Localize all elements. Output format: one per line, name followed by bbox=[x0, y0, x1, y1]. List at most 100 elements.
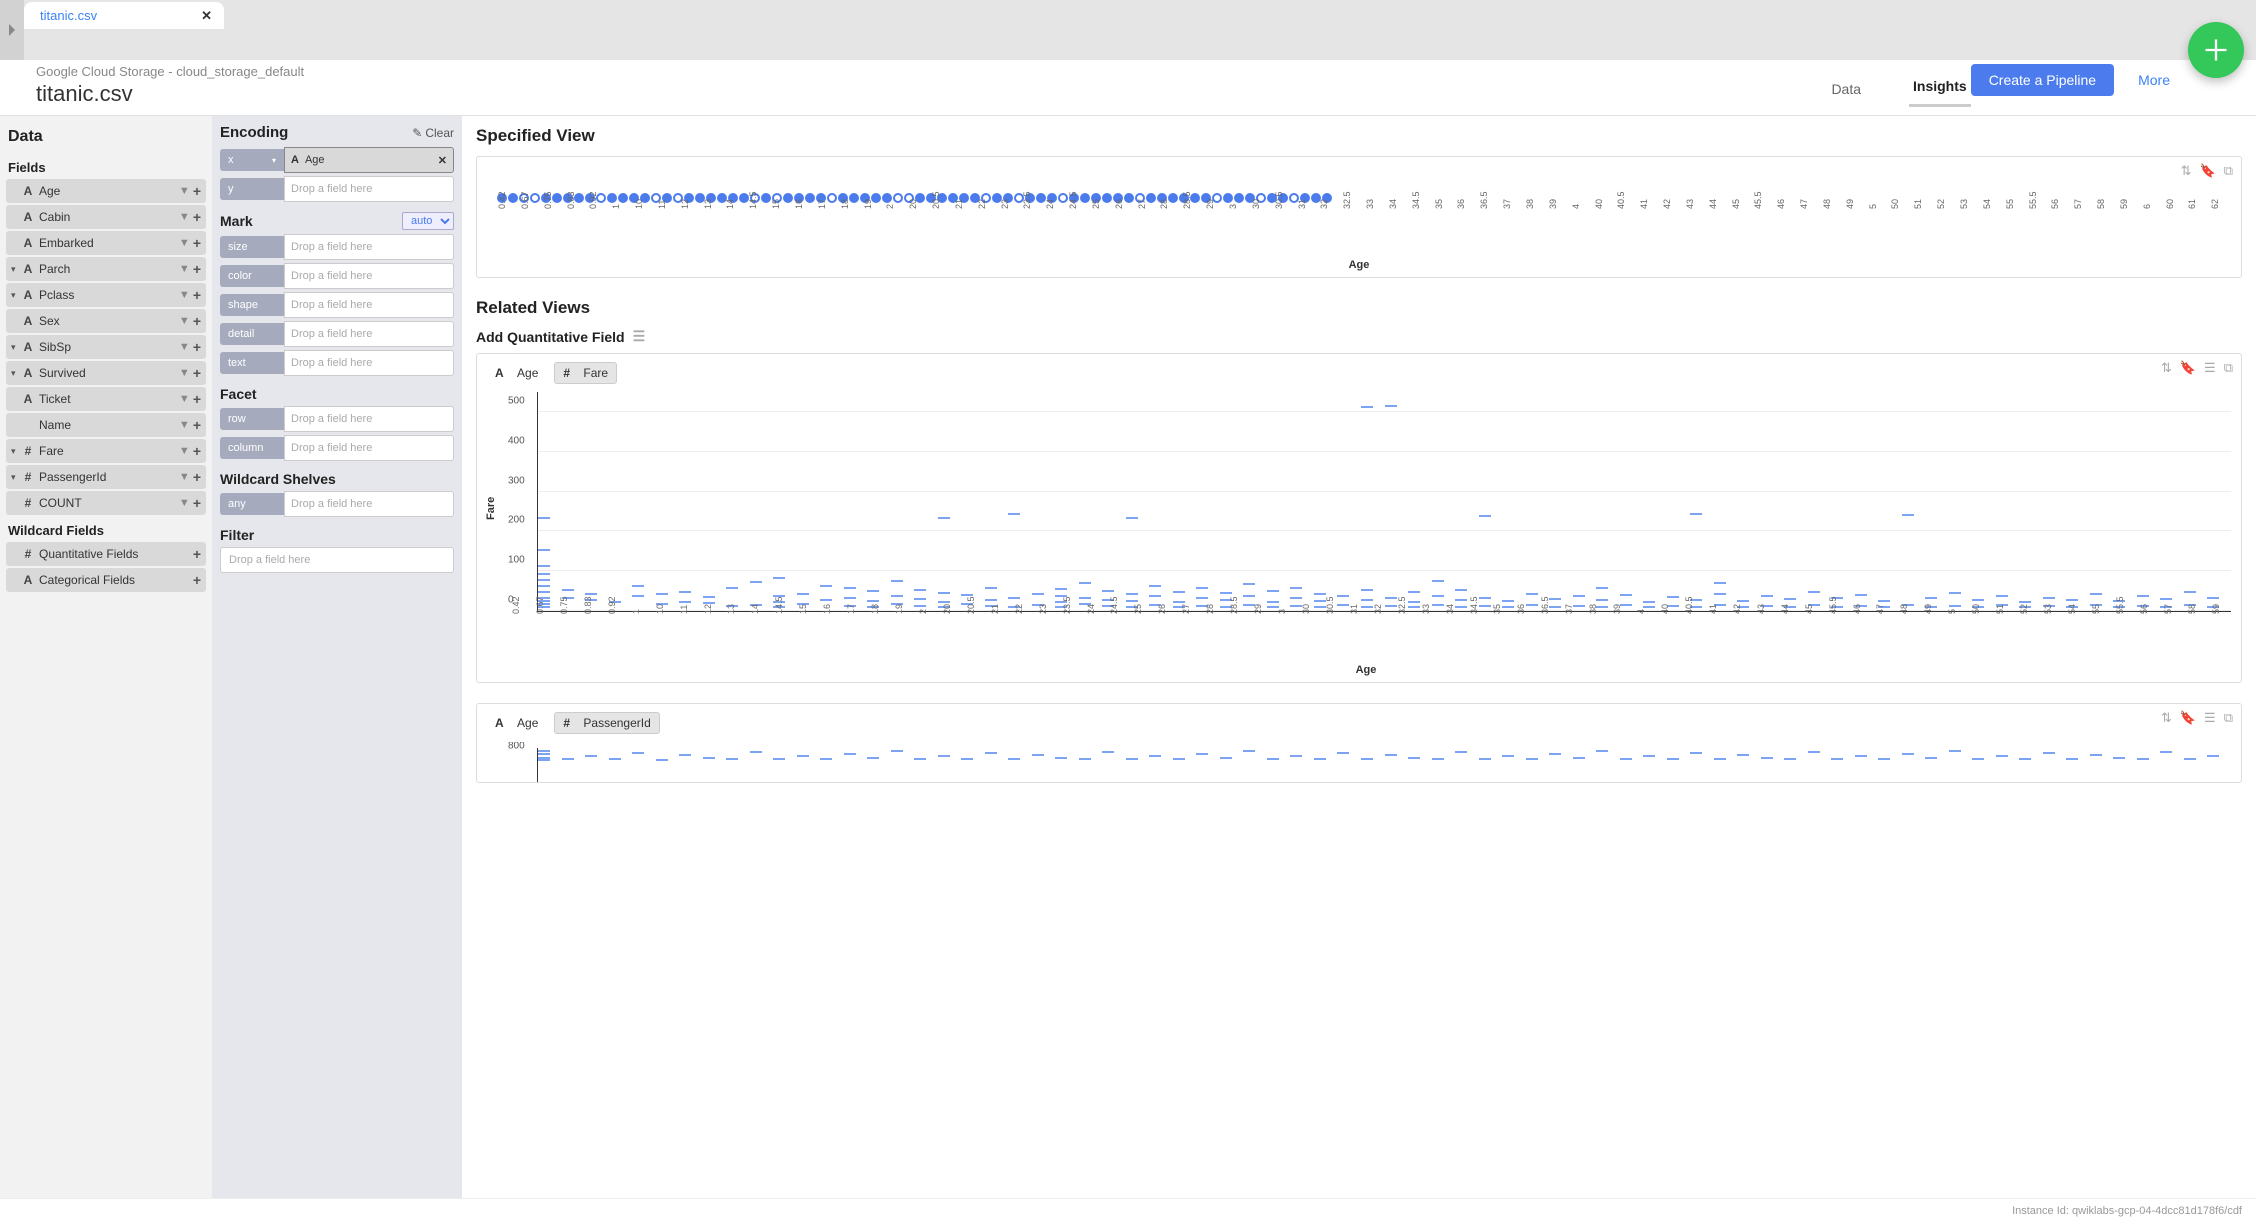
filter-icon[interactable]: ▼ bbox=[179, 289, 190, 301]
list-icon[interactable]: ☰ bbox=[2204, 710, 2216, 726]
detail-channel-label[interactable]: detail bbox=[220, 323, 284, 345]
field-pill-cabin[interactable]: A Cabin ▼ + bbox=[6, 205, 206, 229]
bookmark-icon[interactable]: 🔖 bbox=[2180, 360, 2196, 376]
shape-channel-label[interactable]: shape bbox=[220, 294, 284, 316]
filter-icon[interactable]: ▼ bbox=[179, 341, 190, 353]
sort-icon[interactable]: ⇅ bbox=[2181, 163, 2192, 179]
field-pill-fare[interactable]: ▾ # Fare ▼ + bbox=[6, 439, 206, 463]
copy-icon[interactable]: ⧉ bbox=[2224, 710, 2233, 726]
close-icon[interactable]: ✕ bbox=[201, 8, 212, 24]
filter-icon[interactable]: ▼ bbox=[179, 393, 190, 405]
shape-channel-slot[interactable]: Drop a field here bbox=[284, 292, 454, 318]
field-pill-passengerid[interactable]: ▾ # PassengerId ▼ + bbox=[6, 465, 206, 489]
add-icon[interactable]: + bbox=[193, 183, 201, 199]
any-channel-slot[interactable]: Drop a field here bbox=[284, 491, 454, 517]
add-icon[interactable]: + bbox=[193, 495, 201, 511]
add-icon[interactable]: + bbox=[193, 572, 201, 588]
field-pill-embarked[interactable]: A Embarked ▼ + bbox=[6, 231, 206, 255]
add-icon[interactable]: + bbox=[193, 339, 201, 355]
encoding-title: Encoding bbox=[220, 124, 288, 141]
add-icon[interactable]: + bbox=[193, 261, 201, 277]
add-icon[interactable]: + bbox=[193, 209, 201, 225]
more-link[interactable]: More bbox=[2138, 72, 2170, 88]
filter-icon[interactable]: ▼ bbox=[179, 497, 190, 509]
filter-icon[interactable]: ▼ bbox=[179, 211, 190, 223]
copy-icon[interactable]: ⧉ bbox=[2224, 360, 2233, 376]
color-channel-slot[interactable]: Drop a field here bbox=[284, 263, 454, 289]
create-pipeline-button[interactable]: Create a Pipeline bbox=[1971, 64, 2114, 96]
add-icon[interactable]: + bbox=[193, 391, 201, 407]
y-channel-slot[interactable]: Drop a field here bbox=[284, 176, 454, 202]
add-icon[interactable]: + bbox=[193, 469, 201, 485]
type-icon: A bbox=[21, 236, 35, 250]
field-chip-fare[interactable]: # Fare bbox=[554, 362, 617, 384]
remove-icon[interactable]: ✕ bbox=[438, 154, 447, 167]
x-channel-label[interactable]: x▾ bbox=[220, 149, 284, 171]
filter-icon[interactable]: ▼ bbox=[179, 471, 190, 483]
mark-select[interactable]: auto bbox=[402, 212, 454, 230]
add-icon[interactable]: + bbox=[193, 365, 201, 381]
filter-icon[interactable]: ▼ bbox=[179, 367, 190, 379]
tab-data[interactable]: Data bbox=[1827, 71, 1865, 107]
any-channel-label[interactable]: any bbox=[220, 493, 284, 515]
field-pill-survived[interactable]: ▾ A Survived ▼ + bbox=[6, 361, 206, 385]
add-icon[interactable]: + bbox=[193, 287, 201, 303]
copy-icon[interactable]: ⧉ bbox=[2224, 163, 2233, 179]
bookmark-icon[interactable]: 🔖 bbox=[2180, 710, 2196, 726]
filter-slot[interactable]: Drop a field here bbox=[220, 547, 454, 573]
add-icon[interactable]: + bbox=[193, 443, 201, 459]
clear-button[interactable]: ✎ Clear bbox=[412, 126, 454, 140]
filter-icon[interactable]: ▼ bbox=[179, 419, 190, 431]
wildcard-field-quantitative-fields[interactable]: # Quantitative Fields + bbox=[6, 542, 206, 566]
field-pill-sibsp[interactable]: ▾ A SibSp ▼ + bbox=[6, 335, 206, 359]
type-icon: A bbox=[21, 314, 35, 328]
add-icon[interactable]: + bbox=[193, 546, 201, 562]
sort-icon[interactable]: ⇅ bbox=[2161, 710, 2172, 726]
add-icon[interactable]: + bbox=[193, 417, 201, 433]
field-pill-ticket[interactable]: A Ticket ▼ + bbox=[6, 387, 206, 411]
row-channel-slot[interactable]: Drop a field here bbox=[284, 406, 454, 432]
field-pill-age[interactable]: A Age ▼ + bbox=[6, 179, 206, 203]
field-pill-pclass[interactable]: ▾ A Pclass ▼ + bbox=[6, 283, 206, 307]
row-channel-label[interactable]: row bbox=[220, 408, 284, 430]
field-name: Fare bbox=[39, 444, 179, 458]
x-channel-slot[interactable]: A Age ✕ bbox=[284, 147, 454, 173]
add-icon[interactable]: + bbox=[193, 313, 201, 329]
column-channel-label[interactable]: column bbox=[220, 437, 284, 459]
wildcard-field-categorical-fields[interactable]: A Categorical Fields + bbox=[6, 568, 206, 592]
detail-channel-slot[interactable]: Drop a field here bbox=[284, 321, 454, 347]
tab-name: titanic.csv bbox=[40, 8, 97, 23]
filter-icon[interactable]: ▼ bbox=[179, 185, 190, 197]
specified-view-card: ⇅ 🔖 ⧉ 0.420.670.750.830.921101112131414.… bbox=[476, 156, 2242, 278]
field-pill-name[interactable]: Name ▼ + bbox=[6, 413, 206, 437]
filter-icon[interactable]: ▼ bbox=[179, 263, 190, 275]
expand-sidebar-button[interactable] bbox=[0, 0, 24, 60]
field-pill-sex[interactable]: A Sex ▼ + bbox=[6, 309, 206, 333]
size-channel-slot[interactable]: Drop a field here bbox=[284, 234, 454, 260]
text-channel-slot[interactable]: Drop a field here bbox=[284, 350, 454, 376]
filter-icon[interactable]: ▼ bbox=[179, 237, 190, 249]
tab-bar: titanic.csv ✕ bbox=[0, 0, 2256, 60]
size-channel-label[interactable]: size bbox=[220, 236, 284, 258]
bookmark-icon[interactable]: 🔖 bbox=[2200, 163, 2216, 179]
field-pill-count[interactable]: # COUNT ▼ + bbox=[6, 491, 206, 515]
x-axis-title: Age bbox=[501, 642, 2231, 676]
color-channel-label[interactable]: color bbox=[220, 265, 284, 287]
field-name: Name bbox=[39, 418, 179, 432]
type-icon: A bbox=[21, 392, 35, 406]
tab-insights[interactable]: Insights bbox=[1909, 68, 1971, 107]
field-chip-passengerid[interactable]: # PassengerId bbox=[554, 712, 659, 734]
field-pill-parch[interactable]: ▾ A Parch ▼ + bbox=[6, 257, 206, 281]
filter-icon[interactable]: ▼ bbox=[179, 315, 190, 327]
sort-icon[interactable]: ⇅ bbox=[2161, 360, 2172, 376]
facet-section-title: Facet bbox=[220, 386, 454, 402]
add-fab-button[interactable] bbox=[2188, 22, 2244, 78]
file-tab[interactable]: titanic.csv ✕ bbox=[24, 2, 224, 29]
list-icon[interactable]: ☰ bbox=[633, 328, 646, 345]
list-icon[interactable]: ☰ bbox=[2204, 360, 2216, 376]
y-channel-label[interactable]: y bbox=[220, 178, 284, 200]
filter-icon[interactable]: ▼ bbox=[179, 445, 190, 457]
text-channel-label[interactable]: text bbox=[220, 352, 284, 374]
column-channel-slot[interactable]: Drop a field here bbox=[284, 435, 454, 461]
add-icon[interactable]: + bbox=[193, 235, 201, 251]
